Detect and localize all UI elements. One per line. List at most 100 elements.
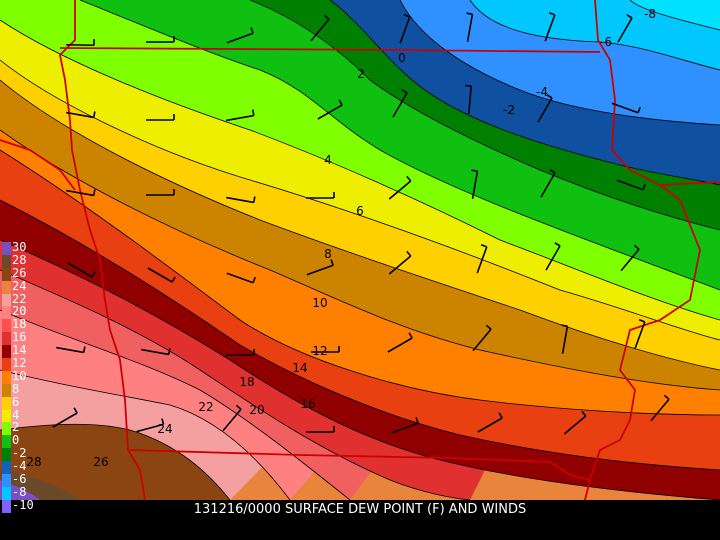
legend-label: -8 (12, 484, 27, 499)
wind-barb (634, 319, 646, 349)
contour-label: 18 (239, 375, 254, 389)
legend-swatch (2, 461, 11, 475)
wind-barb (399, 14, 411, 44)
wind-barb (141, 348, 171, 356)
legend-swatch (2, 409, 11, 423)
wind-barb (650, 394, 670, 422)
legend-entry: 30 (2, 240, 42, 255)
contour-label: 20 (249, 403, 264, 417)
wind-barb (387, 332, 413, 353)
legend-label: 0 (12, 433, 20, 448)
legend-swatch (2, 254, 11, 268)
wind-barb (306, 259, 334, 276)
legend-label: 20 (12, 304, 27, 319)
wind-barb (66, 111, 96, 119)
legend-entry: 2 (2, 420, 42, 436)
wind-barb (146, 114, 175, 121)
wind-barb (226, 109, 255, 122)
contour-line--4 (399, 0, 720, 126)
contour-label: -8 (644, 7, 656, 21)
legend-label: 10 (12, 368, 27, 383)
legend-entry: 4 (2, 408, 42, 423)
contour-line-20 (0, 309, 351, 500)
legend-entry: -8 (2, 484, 42, 500)
wind-barb (545, 242, 561, 271)
legend-label: 26 (12, 265, 27, 280)
contour-label: -2 (503, 103, 515, 117)
contour-line--2 (329, 0, 720, 186)
wind-barb (317, 99, 343, 120)
band--10 (0, 0, 720, 30)
legend-label: 24 (12, 278, 27, 293)
legend-swatch (2, 474, 11, 487)
wind-barb (52, 407, 78, 428)
legend-swatch (2, 422, 11, 436)
contour-line-12 (0, 149, 720, 416)
wind-barb (66, 189, 96, 197)
legend-entry: 8 (2, 381, 42, 397)
legend-swatch (2, 319, 11, 333)
legend-swatch (2, 306, 11, 320)
wind-barb (617, 14, 633, 43)
legend-label: 30 (12, 240, 27, 254)
wind-barb (392, 89, 408, 118)
contour-label: 24 (157, 422, 172, 436)
legend-label: 16 (12, 330, 27, 345)
wind-barb (465, 84, 473, 115)
legend-label: 22 (12, 291, 27, 306)
wind-barb (537, 94, 553, 123)
legend-label: 18 (12, 317, 27, 332)
wind-barb (476, 244, 488, 274)
contour-label: 16 (300, 397, 315, 411)
legend-label: -10 (12, 497, 34, 512)
legend-label: -6 (12, 472, 27, 487)
legend-swatch (2, 370, 11, 384)
contour-label: 28 (26, 455, 41, 469)
legend-swatch (2, 280, 11, 294)
contour-label: 26 (93, 455, 108, 469)
color-legend: 30 28 26 24 22 20 18 16 14 12 10 8 6 4 2 0 -2 -4 -6 -8 -10 (2, 240, 42, 513)
legend-entry: 20 (2, 304, 42, 320)
wind-barb (616, 179, 646, 191)
wind-barb (540, 169, 556, 198)
legend-entry: 10 (2, 368, 42, 384)
legend-swatch (2, 396, 11, 410)
legend-entry: -10 (2, 497, 42, 513)
contour-label: -4 (536, 85, 548, 99)
legend-entry: 12 (2, 356, 42, 371)
contour-line-2 (79, 0, 720, 291)
band--8 (0, 0, 720, 70)
contour-label: -6 (600, 35, 612, 49)
wind-barb (147, 267, 176, 283)
legend-entry: 0 (2, 433, 42, 449)
legend-label: 6 (12, 394, 20, 409)
wind-barb (471, 169, 479, 199)
legend-swatch (2, 267, 11, 281)
wind-barb (472, 324, 492, 352)
contour-label: 14 (292, 361, 307, 375)
legend-entry: -4 (2, 459, 42, 475)
legend-entry: 16 (2, 330, 42, 346)
wind-barb (388, 175, 412, 200)
contour-line-0 (249, 0, 720, 231)
wind-barb (466, 12, 474, 42)
legend-label: -4 (12, 459, 27, 474)
wind-barb (65, 39, 95, 47)
legend-label: -2 (12, 446, 27, 461)
legend-label: 8 (12, 381, 20, 396)
contour-label: 22 (198, 400, 213, 414)
legend-swatch (2, 293, 11, 307)
legend-entry: -2 (2, 446, 42, 462)
legend-swatch (2, 242, 11, 255)
wind-barb (226, 272, 256, 284)
legend-swatch (2, 499, 11, 513)
wind-barb (306, 426, 335, 433)
legend-swatch (2, 448, 11, 462)
wind-barb (311, 346, 340, 353)
legend-swatch (2, 332, 11, 346)
wind-barb (561, 324, 569, 354)
legend-swatch (2, 383, 11, 397)
contour-label: 8 (324, 247, 332, 261)
